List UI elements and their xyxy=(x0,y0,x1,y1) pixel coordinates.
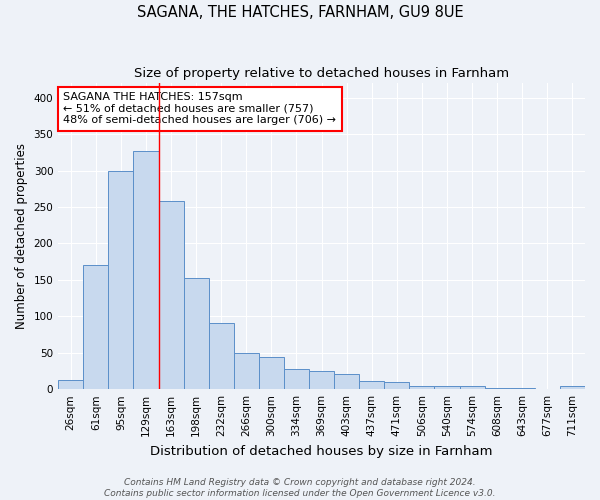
Bar xyxy=(234,352,259,389)
Bar xyxy=(309,371,334,389)
Bar xyxy=(485,388,510,389)
Title: Size of property relative to detached houses in Farnham: Size of property relative to detached ho… xyxy=(134,68,509,80)
X-axis label: Distribution of detached houses by size in Farnham: Distribution of detached houses by size … xyxy=(151,444,493,458)
Bar xyxy=(460,386,485,389)
Bar xyxy=(209,323,234,389)
Bar xyxy=(58,380,83,389)
Text: Contains HM Land Registry data © Crown copyright and database right 2024.
Contai: Contains HM Land Registry data © Crown c… xyxy=(104,478,496,498)
Bar xyxy=(284,369,309,389)
Text: SAGANA, THE HATCHES, FARNHAM, GU9 8UE: SAGANA, THE HATCHES, FARNHAM, GU9 8UE xyxy=(137,5,463,20)
Bar xyxy=(385,382,409,389)
Bar xyxy=(83,266,109,389)
Text: SAGANA THE HATCHES: 157sqm
← 51% of detached houses are smaller (757)
48% of sem: SAGANA THE HATCHES: 157sqm ← 51% of deta… xyxy=(64,92,337,126)
Bar xyxy=(184,278,209,389)
Bar xyxy=(109,170,133,389)
Bar xyxy=(409,386,434,389)
Bar xyxy=(434,386,460,389)
Y-axis label: Number of detached properties: Number of detached properties xyxy=(15,143,28,329)
Bar xyxy=(334,374,359,389)
Bar xyxy=(259,357,284,389)
Bar xyxy=(133,151,158,389)
Bar xyxy=(359,381,385,389)
Bar xyxy=(158,201,184,389)
Bar xyxy=(510,388,535,389)
Bar xyxy=(560,386,585,389)
